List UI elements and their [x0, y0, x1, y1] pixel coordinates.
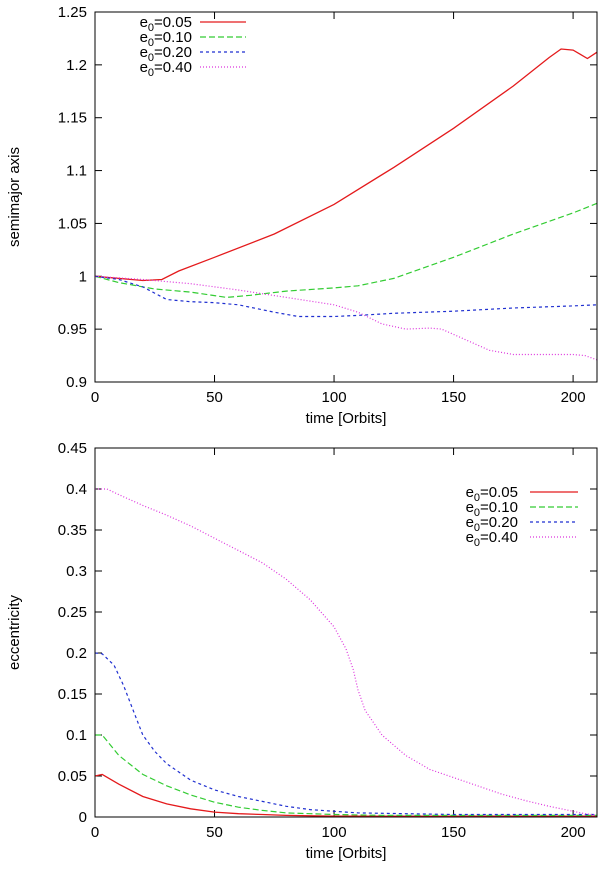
- legend-base: e: [466, 529, 474, 546]
- legend-subscript: 0: [474, 492, 480, 504]
- legend-label-1: e0=0.05: [466, 484, 518, 504]
- legend-subscript: 0: [474, 522, 480, 534]
- legend-base: e: [466, 499, 474, 516]
- y-tick-label: 0.9: [66, 374, 87, 391]
- legend-subscript: 0: [148, 67, 154, 79]
- x-tick-label: 200: [561, 389, 586, 406]
- x-tick-label: 0: [91, 389, 99, 406]
- y-tick-label: 1.05: [58, 215, 87, 232]
- x-tick-label: 50: [206, 824, 223, 841]
- x-tick-label: 200: [561, 824, 586, 841]
- y-tick-label: 0.95: [58, 321, 87, 338]
- y-tick-label: 1.25: [58, 4, 87, 21]
- legend-subscript: 0: [148, 37, 154, 49]
- x-tick-label: 100: [322, 389, 347, 406]
- y-axis-title: eccentricity: [6, 594, 23, 670]
- y-tick-label: 0.1: [66, 727, 87, 744]
- series-line-3: [95, 275, 597, 318]
- y-tick-label: 0.15: [58, 686, 87, 703]
- x-tick-label: 0: [91, 824, 99, 841]
- y-tick-label: 0.25: [58, 604, 87, 621]
- y-tick-label: 1.2: [66, 57, 87, 74]
- y-tick-label: 0.2: [66, 645, 87, 662]
- plot-frame: [94, 11, 598, 383]
- y-axis-title: semimajor axis: [6, 147, 23, 247]
- x-axis-title: time [Orbits]: [306, 410, 387, 427]
- legend-base: e: [466, 514, 474, 531]
- legend-value: =0.20: [480, 514, 518, 531]
- y-tick-label: 0.3: [66, 563, 87, 580]
- legend-subscript: 0: [474, 537, 480, 549]
- y-tick-label: 0.45: [58, 440, 87, 457]
- series-line-1: [95, 773, 597, 817]
- legend-value: =0.40: [154, 59, 192, 76]
- legend-label-2: e0=0.10: [140, 29, 192, 49]
- legend-base: e: [140, 14, 148, 31]
- legend-base: e: [466, 484, 474, 501]
- legend-base: e: [140, 44, 148, 61]
- legend-label-1: e0=0.05: [140, 14, 192, 34]
- x-tick-label: 150: [441, 824, 466, 841]
- plot-2: 0 50 100 150 200 0 0.05 0.1 0.15 0.2 0.25 0.3 0.35 0.…: [6, 440, 598, 862]
- legend-label-2: e0=0.10: [466, 499, 518, 519]
- y-tick-label: 0.35: [58, 522, 87, 539]
- plot-frame: [94, 447, 598, 818]
- x-axis-title: time [Orbits]: [306, 845, 387, 862]
- series-line-4: [95, 275, 597, 361]
- y-tick-label: 1.1: [66, 163, 87, 180]
- x-tick-label: 50: [206, 389, 223, 406]
- legend-value: =0.20: [154, 44, 192, 61]
- legend-label-3: e0=0.20: [466, 514, 518, 534]
- legend-label-3: e0=0.20: [140, 44, 192, 64]
- legend-subscript: 0: [148, 52, 154, 64]
- series-line-1: [95, 48, 597, 282]
- legend-value: =0.05: [480, 484, 518, 501]
- y-tick-label: 0.4: [66, 481, 87, 498]
- legend-subscript: 0: [148, 22, 154, 34]
- legend-base: e: [140, 29, 148, 46]
- legend-value: =0.10: [480, 499, 518, 516]
- series-line-3: [95, 652, 597, 816]
- series-line-2: [95, 734, 597, 817]
- x-tick-label: 150: [441, 389, 466, 406]
- x-tick-label: 100: [322, 824, 347, 841]
- y-tick-label: 0: [79, 809, 87, 826]
- legend-value: =0.10: [154, 29, 192, 46]
- y-tick-label: 1: [79, 268, 87, 285]
- legend-value: =0.40: [480, 529, 518, 546]
- legend-label-4: e0=0.40: [466, 529, 518, 549]
- legend-value: =0.05: [154, 14, 192, 31]
- series-line-4: [95, 488, 597, 816]
- legend-subscript: 0: [474, 507, 480, 519]
- series-line-2: [95, 202, 597, 299]
- legend-label-4: e0=0.40: [140, 59, 192, 79]
- legend-base: e: [140, 59, 148, 76]
- y-tick-label: 0.05: [58, 768, 87, 785]
- y-tick-label: 1.15: [58, 110, 87, 127]
- plot-1: 0 50 100 150 200 0.9 0.95 1 1.05 1.1 1.15 1.2 1.25 ti…: [6, 4, 598, 427]
